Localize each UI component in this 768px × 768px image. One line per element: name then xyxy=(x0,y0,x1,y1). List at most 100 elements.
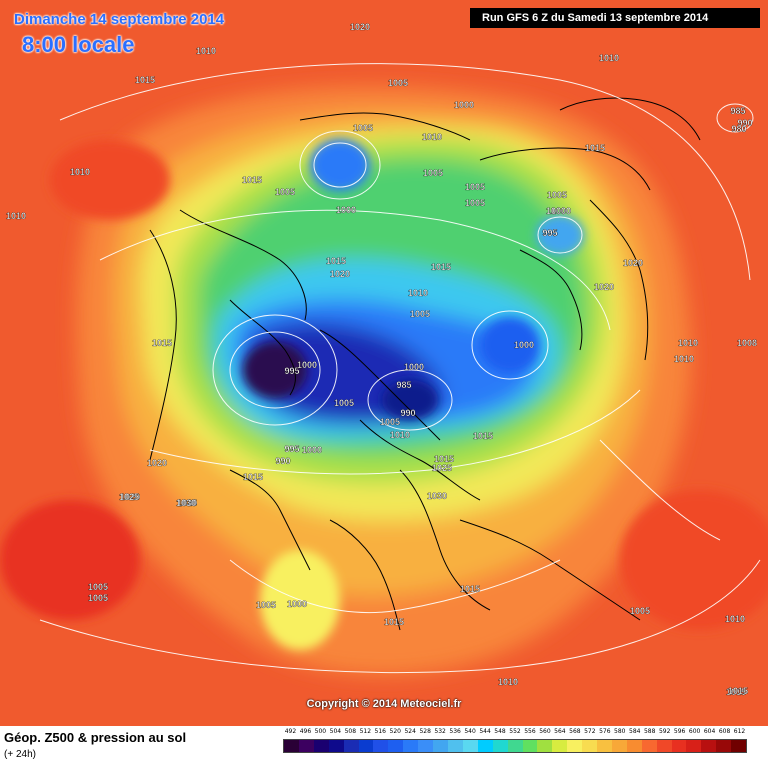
colorscale-tick: 600 xyxy=(688,728,701,735)
colorscale-tick: 548 xyxy=(494,728,506,735)
colorscale-swatch xyxy=(567,740,583,752)
isobar-label: 1015 xyxy=(243,472,263,482)
isobar-label: 1010 xyxy=(390,430,410,440)
colorscale-swatch xyxy=(418,740,434,752)
colorscale-swatch xyxy=(507,740,523,752)
isobar-label: 1015 xyxy=(384,617,404,627)
colorscale-tick: 544 xyxy=(479,728,491,735)
isobar-label: 1010 xyxy=(599,53,619,63)
colorscale-swatch xyxy=(284,740,299,752)
forecast-date: Dimanche 14 septembre 2014 xyxy=(14,11,225,28)
isobar-label: 1010 xyxy=(498,677,518,687)
colorscale-tick: 500 xyxy=(314,728,327,735)
isobar-label: 1010 xyxy=(70,167,90,177)
low-core-pole xyxy=(480,317,540,373)
isobar-label: 1020 xyxy=(330,269,350,279)
isobar-label: 1010 xyxy=(408,288,428,298)
isobar-label: 985 xyxy=(730,106,745,116)
isobar-label: 1015 xyxy=(473,431,493,441)
colorscale-swatch xyxy=(298,740,314,752)
isobar-label: 995 xyxy=(284,444,299,454)
isobar-label: 1010 xyxy=(678,338,698,348)
isobar-label: 1020 xyxy=(594,282,614,292)
colorscale-tick: 576 xyxy=(599,728,611,735)
isobar-label: 1005 xyxy=(275,187,295,197)
colorscale-swatch xyxy=(716,740,732,752)
colorscale-tick: 612 xyxy=(733,728,746,735)
isobar-label: 1005 xyxy=(353,123,373,133)
colorscale-ticks: 492 496 500 504 508 512 516 520 524 528 532 536 540 5… xyxy=(283,728,747,740)
colorscale-tick: 568 xyxy=(569,728,581,735)
colorscale-tick: 508 xyxy=(344,728,357,735)
colorscale-swatch xyxy=(641,740,657,752)
isobar-label: 1005 xyxy=(547,190,567,200)
isobar-label: 1020 xyxy=(147,458,167,468)
colorscale-tick: 516 xyxy=(374,728,386,735)
isobar-label: 1005 xyxy=(410,309,430,319)
isobar-label: 1005 xyxy=(630,606,650,616)
isobar-label: 1010 xyxy=(674,354,694,364)
colorscale-tick: 492 xyxy=(284,728,297,735)
colorscale-tick: 524 xyxy=(404,728,416,735)
isobar-label: 995 xyxy=(284,366,299,376)
colorscale-swatch xyxy=(626,740,642,752)
isobar-label: 1000 xyxy=(404,362,424,372)
isobar-label: 1000 xyxy=(454,100,474,110)
colorscale-tick: 512 xyxy=(359,728,372,735)
colorscale-swatch xyxy=(522,740,538,752)
isobar-label: 1010 xyxy=(725,614,745,624)
colorscale-swatch xyxy=(537,740,553,752)
isobar-label: 1005 xyxy=(380,417,400,427)
colorscale-swatch xyxy=(433,740,448,752)
isobar-label: 1025 xyxy=(177,498,197,508)
low-core-kamchatka xyxy=(536,215,584,255)
isobar-label: 1015 xyxy=(242,175,262,185)
low-core-labrador xyxy=(243,342,307,398)
isobar-label: 1000 xyxy=(302,445,322,455)
low-core-siberia xyxy=(310,139,370,191)
colorscale-tick: 536 xyxy=(449,728,461,735)
colorscale-swatch xyxy=(492,740,508,752)
isobar-label: 1020 xyxy=(623,258,643,268)
ridge-pacific xyxy=(50,140,170,220)
colorscale-tick: 604 xyxy=(703,728,716,735)
isobar-label: 1015 xyxy=(326,256,346,266)
isobar-label: 1015 xyxy=(728,686,748,696)
colorscale-tick: 504 xyxy=(329,728,342,735)
isobar-label: 1005 xyxy=(256,600,276,610)
isobar-label: 1000 xyxy=(546,206,566,216)
isobar-label: 1015 xyxy=(152,338,172,348)
copyright: Copyright © 2014 Meteociel.fr xyxy=(306,698,462,710)
isobar-label: 1010 xyxy=(196,46,216,56)
isobar-label: 995 xyxy=(542,228,557,238)
isobar-label: 1005 xyxy=(465,198,485,208)
isobar-label: 1015 xyxy=(431,262,451,272)
colorscale-swatch xyxy=(403,740,419,752)
lead-time: (+ 24h) xyxy=(4,749,36,760)
forecast-time: 8:00 locale xyxy=(22,32,135,57)
colorscale-tick: 560 xyxy=(539,728,551,735)
colorscale-swatch xyxy=(671,740,687,752)
colorscale-swatch xyxy=(388,740,404,752)
isobar-label: 980 xyxy=(731,124,746,134)
isobar-label: 1020 xyxy=(120,492,140,502)
colorscale-tick: 520 xyxy=(389,728,401,735)
colorscale-tick: 496 xyxy=(299,728,312,735)
isobar-label: 1005 xyxy=(334,398,354,408)
colorscale-swatch xyxy=(373,740,389,752)
isobar-label: 1000 xyxy=(297,360,317,370)
colorscale-tick: 580 xyxy=(614,728,626,735)
colorscale-swatch xyxy=(701,740,717,752)
colorscale-tick: 584 xyxy=(629,728,641,735)
isobar-label: 1000 xyxy=(514,340,534,350)
coastlines xyxy=(149,97,701,631)
isobar-label: 1015 xyxy=(135,75,155,85)
colorscale-swatch xyxy=(447,740,463,752)
colorscale-tick: 556 xyxy=(524,728,536,735)
ridge-africa xyxy=(620,490,768,630)
colorscale-tick: 540 xyxy=(464,728,476,735)
isobar-label: 1015 xyxy=(726,687,746,697)
colorscale-swatch xyxy=(582,740,598,752)
colorscale-swatch xyxy=(328,740,344,752)
